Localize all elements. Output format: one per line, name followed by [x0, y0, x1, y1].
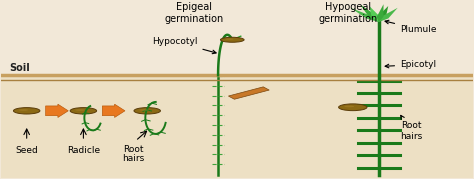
Text: Hypocotyl: Hypocotyl — [152, 37, 216, 54]
Text: Seed: Seed — [15, 146, 38, 155]
FancyArrow shape — [46, 104, 68, 117]
FancyArrow shape — [102, 104, 125, 117]
Text: Soil: Soil — [9, 63, 30, 73]
Text: Epigeal
germination: Epigeal germination — [165, 3, 224, 24]
Bar — [0, 75, 474, 178]
Ellipse shape — [220, 37, 244, 42]
Ellipse shape — [139, 109, 148, 111]
Polygon shape — [377, 4, 383, 22]
Polygon shape — [369, 6, 380, 22]
Polygon shape — [360, 4, 379, 22]
FancyArrow shape — [228, 87, 269, 99]
Polygon shape — [377, 6, 388, 22]
Ellipse shape — [19, 109, 28, 111]
Text: Radicle: Radicle — [67, 146, 100, 155]
Ellipse shape — [75, 109, 85, 111]
Ellipse shape — [134, 108, 160, 114]
Polygon shape — [350, 8, 379, 22]
Text: Root
hairs: Root hairs — [400, 115, 422, 141]
Polygon shape — [379, 8, 398, 22]
Text: Root
hairs: Root hairs — [122, 145, 144, 163]
Text: Epicotyl: Epicotyl — [385, 60, 436, 69]
Text: Hypogeal
germination: Hypogeal germination — [319, 3, 378, 24]
Ellipse shape — [70, 108, 97, 114]
Text: Plumule: Plumule — [385, 20, 437, 34]
Ellipse shape — [338, 104, 367, 111]
Ellipse shape — [344, 106, 354, 107]
Ellipse shape — [225, 38, 234, 40]
Ellipse shape — [13, 108, 40, 114]
